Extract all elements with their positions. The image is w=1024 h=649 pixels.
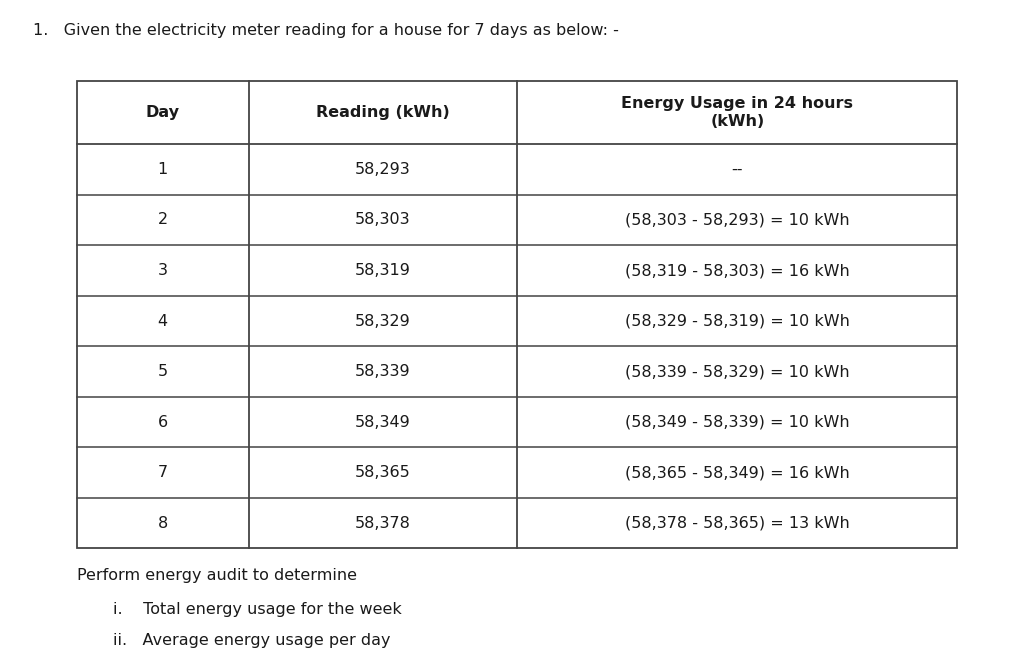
Text: 58,329: 58,329 xyxy=(355,313,411,328)
Text: 1.   Given the electricity meter reading for a house for 7 days as below: -: 1. Given the electricity meter reading f… xyxy=(33,23,618,38)
Text: ii.   Average energy usage per day: ii. Average energy usage per day xyxy=(113,633,390,648)
Text: --: -- xyxy=(731,162,743,177)
Text: 58,303: 58,303 xyxy=(355,212,411,228)
Text: Day: Day xyxy=(145,105,179,120)
Text: Perform energy audit to determine: Perform energy audit to determine xyxy=(77,568,356,583)
Text: 58,293: 58,293 xyxy=(355,162,411,177)
Text: 3: 3 xyxy=(158,263,168,278)
Text: 58,339: 58,339 xyxy=(355,364,411,379)
Text: (58,365 - 58,349) = 16 kWh: (58,365 - 58,349) = 16 kWh xyxy=(625,465,850,480)
Text: 58,319: 58,319 xyxy=(355,263,411,278)
Text: 58,365: 58,365 xyxy=(355,465,411,480)
Text: i.    Total energy usage for the week: i. Total energy usage for the week xyxy=(113,602,401,617)
Text: 7: 7 xyxy=(158,465,168,480)
Text: 1: 1 xyxy=(158,162,168,177)
Text: (58,319 - 58,303) = 16 kWh: (58,319 - 58,303) = 16 kWh xyxy=(625,263,850,278)
Text: Reading (kWh): Reading (kWh) xyxy=(316,105,450,120)
Text: 6: 6 xyxy=(158,415,168,430)
Text: 58,349: 58,349 xyxy=(355,415,411,430)
Text: (58,329 - 58,319) = 10 kWh: (58,329 - 58,319) = 10 kWh xyxy=(625,313,850,328)
Bar xyxy=(77,81,957,548)
Text: 58,378: 58,378 xyxy=(355,516,411,531)
Text: 5: 5 xyxy=(158,364,168,379)
Text: 2: 2 xyxy=(158,212,168,228)
Text: (58,303 - 58,293) = 10 kWh: (58,303 - 58,293) = 10 kWh xyxy=(625,212,850,228)
Text: (58,349 - 58,339) = 10 kWh: (58,349 - 58,339) = 10 kWh xyxy=(625,415,850,430)
Text: 8: 8 xyxy=(158,516,168,531)
Text: 4: 4 xyxy=(158,313,168,328)
Text: (58,339 - 58,329) = 10 kWh: (58,339 - 58,329) = 10 kWh xyxy=(625,364,850,379)
Text: Energy Usage in 24 hours
(kWh): Energy Usage in 24 hours (kWh) xyxy=(622,97,853,129)
Text: (58,378 - 58,365) = 13 kWh: (58,378 - 58,365) = 13 kWh xyxy=(625,516,850,531)
